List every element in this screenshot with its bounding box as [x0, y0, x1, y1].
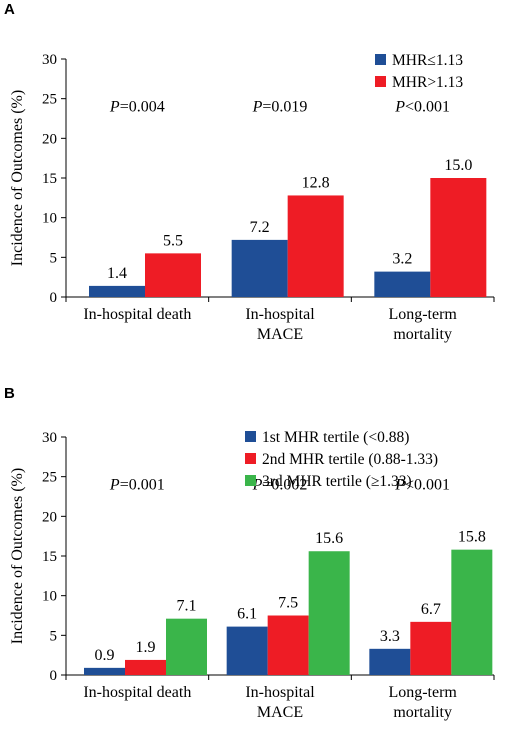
x-category-label: MACE	[257, 326, 303, 343]
x-category-label: mortality	[393, 326, 452, 343]
x-category-label: In-hospital	[245, 684, 315, 701]
p-value-prefix: P	[109, 476, 120, 493]
data-label: 1.4	[107, 265, 127, 282]
bar	[410, 621, 452, 675]
chart-panel-b: B 0 5 10 15 20 25 30 Incidence of Outcomes (%) 0.…	[4, 385, 495, 721]
y-tick-label: 0	[50, 668, 58, 684]
p-value-prefix: P	[109, 98, 120, 115]
y-tick-label: 15	[42, 171, 57, 187]
data-label: 7.1	[177, 598, 197, 615]
legend: 1st MHR tertile (<0.88) 2nd MHR tertile (…	[245, 429, 438, 490]
p-value-text: =0.019	[262, 98, 307, 115]
y-axis-label: Incidence of Outcomes (%)	[9, 468, 26, 644]
bar	[451, 549, 493, 675]
bar	[89, 285, 145, 297]
data-label: 7.2	[250, 219, 270, 236]
data-label: 15.0	[444, 157, 472, 174]
bar	[374, 271, 431, 297]
x-category-label: Long-term	[388, 684, 457, 701]
legend-label: 1st MHR tertile (<0.88)	[262, 429, 409, 446]
legend-label: MHR≤1.13	[392, 52, 463, 69]
legend-label: 2nd MHR tertile (0.88-1.33)	[262, 451, 438, 468]
legend-label: 3rd MHR tertile (≥1.33)	[262, 473, 412, 490]
data-label: 1.9	[136, 639, 156, 656]
x-category-label: In-hospital	[245, 306, 315, 323]
y-tick-label: 5	[50, 250, 58, 266]
x-category-label: In-hospital death	[83, 684, 191, 701]
p-value-annotation: P=0.019	[252, 98, 308, 115]
data-label: 15.8	[458, 529, 486, 546]
bar	[430, 178, 487, 297]
p-value-text: <0.001	[405, 98, 450, 115]
x-category-label: Long-term	[388, 306, 457, 323]
data-label: 6.7	[421, 601, 441, 618]
y-tick-label: 25	[42, 92, 57, 108]
p-value-prefix: P	[394, 98, 405, 115]
panel-label: B	[4, 385, 15, 402]
legend-swatch	[375, 54, 386, 65]
bar	[231, 239, 288, 297]
panel-label: A	[4, 1, 15, 18]
p-value-text: <0.001	[405, 476, 450, 493]
legend-swatch	[245, 453, 256, 464]
p-value-annotation: P=0.001	[109, 476, 165, 493]
data-label: 6.1	[237, 606, 257, 623]
legend-swatch	[375, 76, 386, 87]
p-value-annotation: P=0.004	[109, 98, 165, 115]
y-tick-label: 30	[42, 52, 57, 68]
y-tick-label: 30	[42, 430, 57, 446]
p-value-text: =0.004	[120, 98, 165, 115]
bar	[145, 253, 201, 297]
data-label: 12.8	[302, 174, 330, 191]
y-tick-label: 15	[42, 549, 57, 565]
p-value-prefix: P	[394, 476, 405, 493]
y-tick-label: 20	[42, 509, 57, 525]
data-label: 3.3	[380, 628, 400, 645]
p-value-prefix: P	[252, 98, 263, 115]
y-tick-label: 0	[50, 290, 58, 306]
bar	[267, 615, 309, 675]
data-label: 15.6	[315, 530, 343, 547]
bar	[166, 618, 207, 675]
y-tick-label: 5	[50, 628, 58, 644]
y-axis-label: Incidence of Outcomes (%)	[9, 90, 26, 266]
x-category-label: mortality	[393, 704, 452, 721]
bar	[84, 667, 125, 675]
legend-label: MHR>1.13	[392, 74, 463, 91]
p-value-text: =0.001	[120, 476, 165, 493]
data-label: 7.5	[278, 595, 298, 612]
legend-swatch	[245, 475, 256, 486]
p-value-text: =0.002	[262, 476, 307, 493]
p-value-annotation: P=0.002	[252, 476, 308, 493]
data-label: 3.2	[392, 251, 412, 268]
y-tick-label: 10	[42, 211, 57, 227]
chart-panel-a: A 0 5 10 15 20 25 30 Incidence of Outcomes (%) 1.…	[4, 1, 495, 343]
y-tick-label: 20	[42, 131, 57, 147]
bar	[226, 626, 268, 675]
legend-swatch	[245, 431, 256, 442]
data-label: 0.9	[95, 647, 115, 664]
p-value-annotation: P<0.001	[394, 98, 450, 115]
bar	[308, 551, 350, 675]
x-category-label: In-hospital death	[83, 306, 191, 323]
bar	[125, 659, 166, 675]
p-value-annotation: P<0.001	[394, 476, 450, 493]
y-tick-label: 25	[42, 470, 57, 486]
x-category-label: MACE	[257, 704, 303, 721]
legend: MHR≤1.13 MHR>1.13	[375, 52, 463, 91]
p-value-prefix: P	[252, 476, 263, 493]
bar	[369, 648, 411, 675]
y-tick-label: 10	[42, 589, 57, 605]
bar	[287, 195, 344, 297]
data-label: 5.5	[163, 232, 183, 249]
